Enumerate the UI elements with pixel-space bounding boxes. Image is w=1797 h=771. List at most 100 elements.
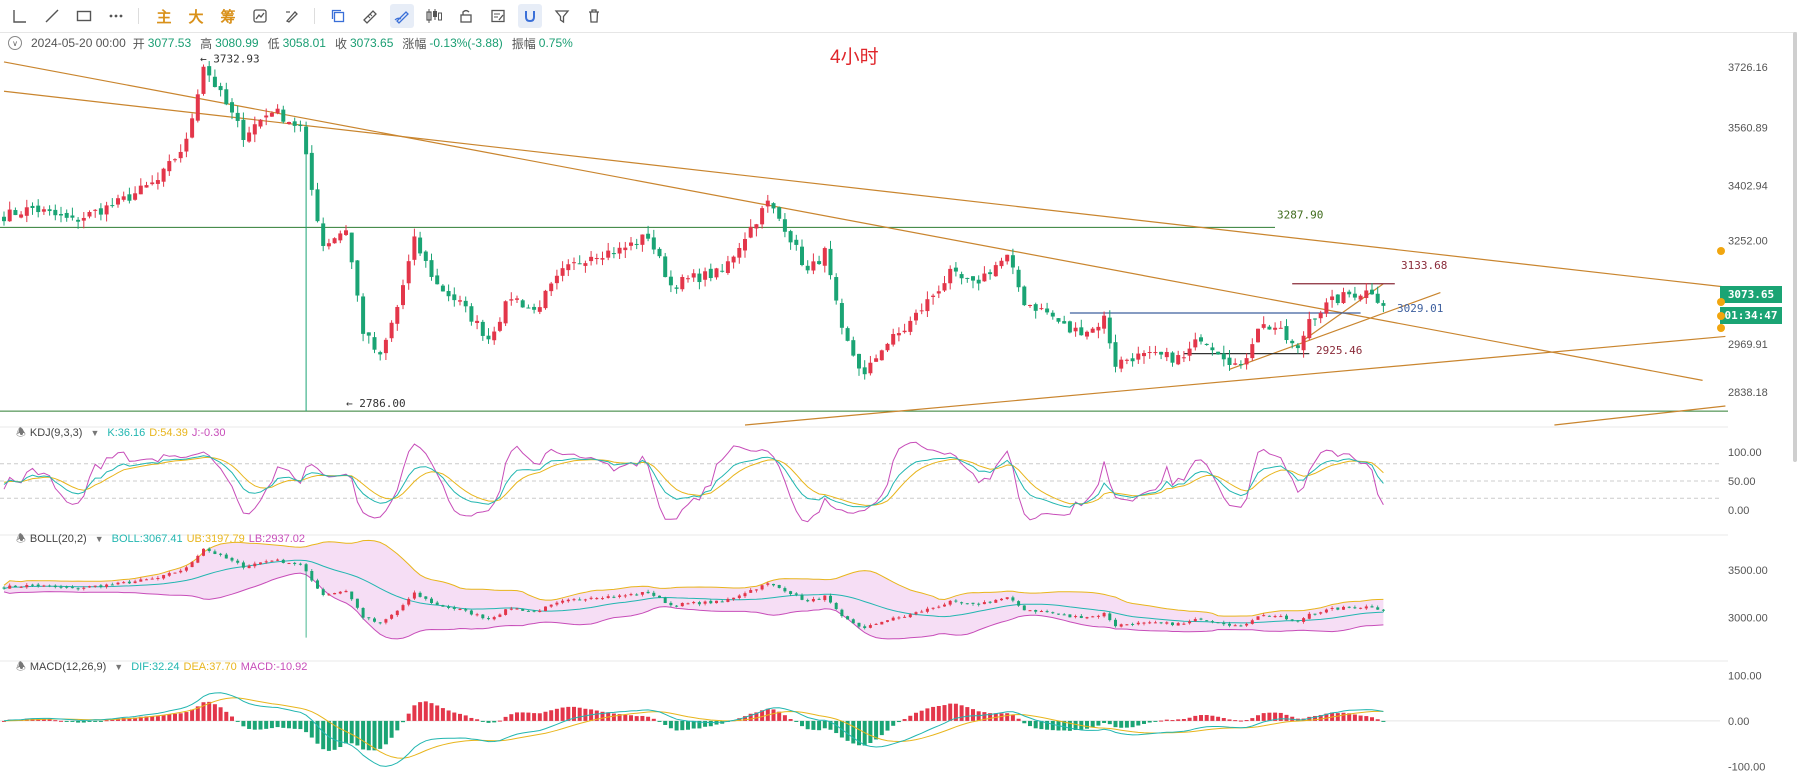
macd-name[interactable]: MACD(12,26,9) (29, 661, 107, 673)
boll-mid-value: BOLL:3067.41 (111, 533, 183, 545)
macd-dea-value: DEA:37.70 (183, 661, 237, 673)
boll-candle-body (1057, 613, 1060, 615)
boll-candle-body (469, 610, 473, 615)
chips-button[interactable]: 筹 (220, 8, 236, 26)
pen-icon[interactable] (390, 4, 414, 28)
boll-candle-body (1193, 619, 1197, 622)
candle-body (800, 246, 804, 266)
indicator-icon[interactable] (248, 4, 272, 28)
boll-candle-body (732, 597, 736, 600)
candle-body (361, 296, 366, 334)
alert-bell-icon[interactable]: 🕭 (16, 660, 26, 673)
collapse-legend-icon[interactable]: ∨ (8, 36, 22, 50)
candle-body (1313, 318, 1317, 320)
more-icon[interactable] (104, 4, 128, 28)
boll-candle-body (1233, 625, 1237, 627)
ruler-icon[interactable] (358, 4, 382, 28)
candle-body (1324, 302, 1329, 314)
macd-histogram-bar (822, 720, 827, 729)
macd-histogram-bar (1073, 720, 1078, 731)
boll-candle-body (1342, 606, 1345, 610)
chevron-down-icon[interactable]: ▼ (114, 662, 124, 672)
boll-candle-body (1239, 625, 1243, 627)
candle-body (104, 205, 109, 215)
boll-candle-body (794, 593, 798, 595)
alert-marker[interactable] (1717, 298, 1725, 306)
macd-histogram-bar (1181, 718, 1186, 721)
macd-histogram-bar (167, 714, 172, 721)
boll-candle-body (53, 585, 57, 588)
candle-body (862, 367, 867, 375)
macd-histogram-bar (1267, 712, 1272, 721)
y-axis-tick-label: 3402.94 (1728, 180, 1768, 192)
macd-histogram-bar (1090, 720, 1095, 728)
boll-candle-body (789, 591, 793, 595)
amplitude-label: 振幅 (511, 36, 536, 51)
boll-candle-body (88, 586, 91, 588)
copy-icon[interactable] (326, 4, 350, 28)
candle-body (851, 340, 856, 356)
boll-candle-body (1381, 609, 1385, 611)
draw-edit-icon[interactable] (280, 4, 304, 28)
candle-body (520, 300, 525, 308)
large-order-button[interactable]: 大 (188, 8, 204, 26)
boll-name[interactable]: BOLL(20,2) (29, 533, 87, 545)
macd-histogram-bar (651, 718, 656, 721)
main-chart-button[interactable]: 主 (156, 8, 172, 26)
boll-ub-value: UB:3197.79 (186, 533, 245, 545)
alert-bell-icon[interactable]: 🕭 (16, 426, 26, 439)
kdj-name[interactable]: KDJ(9,3,3) (29, 427, 83, 439)
alert-marker[interactable] (1717, 312, 1725, 320)
macd-histogram-bar (1375, 719, 1380, 721)
macd-histogram-bar (543, 711, 548, 721)
boll-candle-body (281, 559, 285, 563)
boll-candle-body (914, 612, 918, 615)
macd-histogram-bar (144, 716, 149, 721)
boll-candle-body (373, 618, 376, 622)
boll-candle-body (1114, 619, 1117, 627)
boll-candle-body (1222, 622, 1226, 625)
candle-body (988, 272, 993, 275)
boll-candle-body (110, 584, 114, 586)
boll-candle-body (1307, 613, 1311, 619)
boll-candle-body (635, 594, 639, 596)
alert-marker[interactable] (1717, 247, 1725, 255)
boll-candle-body (925, 608, 929, 612)
boll-candle-body (555, 602, 559, 605)
macd-histogram-bar (155, 716, 160, 721)
candle-body (1164, 351, 1169, 358)
boll-candle-body (908, 614, 912, 618)
ray-icon[interactable] (40, 4, 64, 28)
macd-histogram-bar (703, 720, 708, 727)
macd-histogram-bar (537, 713, 542, 721)
macd-histogram-bar (845, 720, 850, 741)
note-icon[interactable] (486, 4, 510, 28)
candle-type-icon[interactable] (422, 4, 446, 28)
candle-body (218, 86, 223, 91)
filter-icon[interactable] (550, 4, 574, 28)
candle-body (326, 243, 331, 247)
boll-candle-body (1096, 615, 1100, 617)
boll-candle-body (167, 573, 171, 576)
vertical-scrollbar[interactable] (1793, 32, 1797, 462)
alert-marker[interactable] (1717, 324, 1725, 332)
candle-body (1375, 293, 1380, 303)
boll-candle-body (703, 601, 707, 604)
boll-candle-body (1347, 606, 1351, 608)
lock-icon[interactable] (454, 4, 478, 28)
chevron-down-icon[interactable]: ▼ (94, 534, 104, 544)
chevron-down-icon[interactable]: ▼ (90, 428, 100, 438)
macd-histogram-bar (1256, 715, 1260, 721)
macd-histogram-bar (1347, 713, 1352, 721)
candle-body (1159, 351, 1164, 355)
rectangle-icon[interactable] (72, 4, 96, 28)
candle-body (1267, 326, 1272, 330)
boll-candle-body (1108, 613, 1112, 621)
alert-bell-icon[interactable]: 🕭 (16, 532, 26, 545)
trend-line-icon[interactable] (8, 4, 32, 28)
magnet-icon[interactable] (518, 4, 542, 28)
macd-histogram-bar (492, 720, 497, 723)
boll-candle-body (276, 559, 280, 561)
trash-icon[interactable] (582, 4, 606, 28)
